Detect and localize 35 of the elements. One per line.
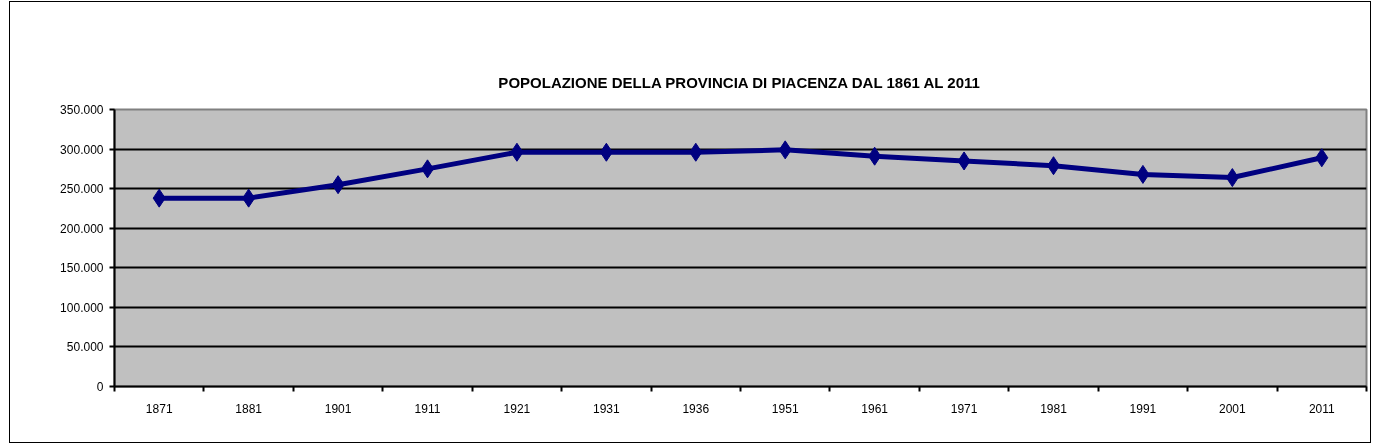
point bbox=[1225, 168, 1239, 188]
point bbox=[599, 142, 613, 162]
point bbox=[331, 175, 345, 195]
x-tick-label: 1936 bbox=[682, 401, 710, 416]
x-tick-label: 2001 bbox=[1219, 401, 1247, 416]
point bbox=[510, 142, 524, 162]
x-tick-label: 1911 bbox=[414, 401, 441, 416]
x-tick-label: 1871 bbox=[145, 401, 173, 416]
x-tick-label: 1901 bbox=[324, 401, 352, 416]
x-tick-label: 1931 bbox=[593, 401, 621, 416]
point bbox=[778, 140, 792, 160]
point bbox=[242, 188, 256, 208]
chart-title: POPOLAZIONE DELLA PROVINCIA DI PIACENZA DAL 1861 AL 2011 bbox=[498, 73, 980, 91]
y-tick-label: 200.000 bbox=[60, 221, 104, 236]
x-tick-label: 1921 bbox=[503, 401, 531, 416]
y-tick-label: 100.000 bbox=[60, 300, 104, 315]
y-tick-label: 150.000 bbox=[60, 261, 104, 276]
point bbox=[868, 146, 882, 166]
x-tick-label: 2011 bbox=[1308, 401, 1336, 416]
y-tick-label: 250.000 bbox=[60, 182, 104, 197]
x-tick-label: 1991 bbox=[1129, 401, 1157, 416]
point bbox=[689, 142, 703, 162]
x-tick-label: 1971 bbox=[950, 401, 978, 416]
y-tick-label: 0 bbox=[96, 380, 104, 394]
point bbox=[152, 188, 166, 208]
point bbox=[1315, 148, 1329, 168]
x-tick-label: 1981 bbox=[1040, 401, 1068, 416]
point bbox=[957, 151, 971, 171]
x-tick-label: 1961 bbox=[861, 401, 889, 416]
point bbox=[1136, 164, 1150, 184]
y-tick-label: 300.000 bbox=[60, 142, 104, 157]
y-tick-label: 50.000 bbox=[66, 340, 104, 355]
x-tick-label: 1881 bbox=[235, 401, 263, 416]
x-tick-label: 1951 bbox=[771, 401, 799, 416]
y-tick-label: 350.000 bbox=[60, 103, 104, 117]
